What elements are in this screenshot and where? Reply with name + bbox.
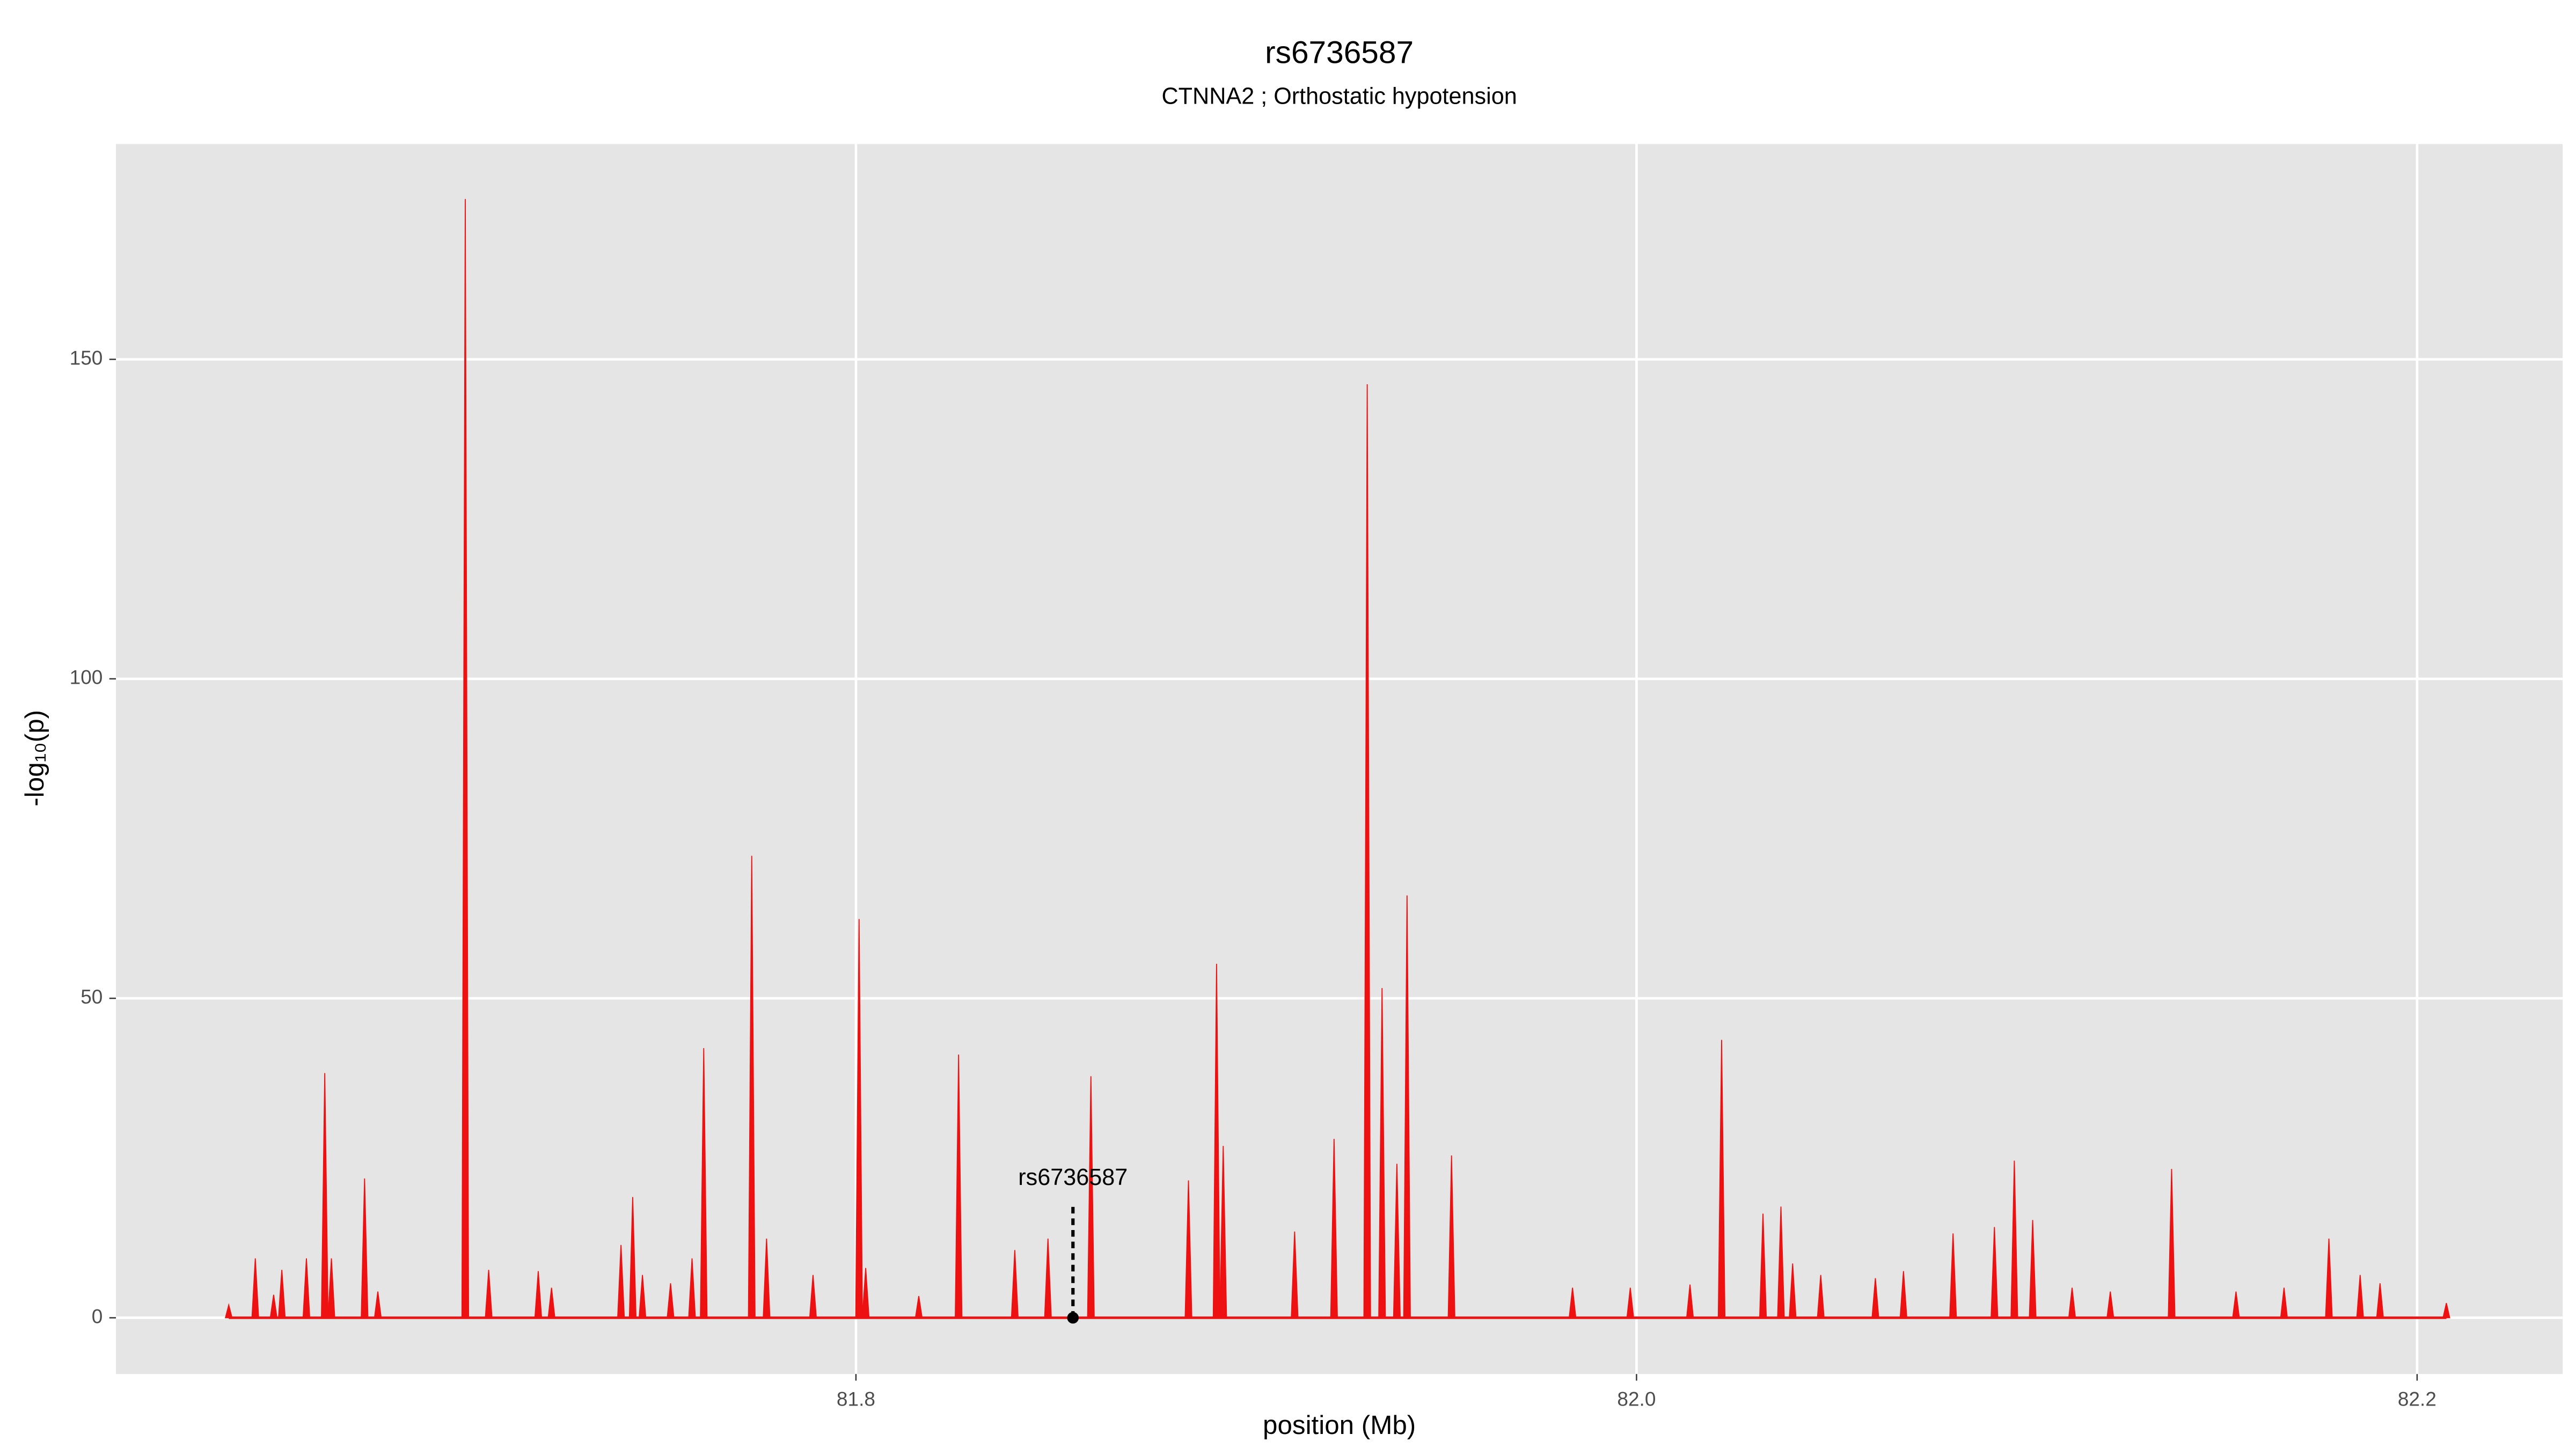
peak [1777, 1206, 1785, 1319]
peak [321, 1073, 329, 1319]
peak [1686, 1284, 1694, 1319]
peak [763, 1238, 771, 1319]
peak [2376, 1283, 2384, 1319]
peak [1212, 963, 1221, 1319]
peak [302, 1258, 311, 1319]
peak [914, 1296, 923, 1319]
peak [1219, 1146, 1227, 1319]
x-tick-label: 82.0 [1617, 1387, 1656, 1410]
peak [1184, 1180, 1192, 1319]
peak [374, 1291, 382, 1319]
peak [638, 1275, 647, 1319]
peak [2325, 1238, 2333, 1319]
peak [1990, 1227, 1999, 1319]
peak [2232, 1291, 2240, 1319]
peak [1447, 1155, 1455, 1319]
peak [269, 1294, 278, 1319]
peak [1949, 1233, 1957, 1319]
y-tick-label: 50 [80, 985, 103, 1008]
x-tick-label: 81.8 [837, 1387, 875, 1410]
peak [361, 1178, 369, 1319]
peak [1759, 1213, 1767, 1319]
peak [2356, 1275, 2364, 1319]
peak [748, 855, 756, 1319]
peak [1011, 1250, 1019, 1319]
peak [1789, 1263, 1797, 1319]
peak [617, 1245, 625, 1319]
peak [2010, 1160, 2018, 1319]
peak [1568, 1287, 1577, 1319]
peak [628, 1197, 637, 1319]
peak [667, 1283, 675, 1319]
peak [1363, 384, 1371, 1319]
peak [2168, 1169, 2176, 1319]
x-axis-label: position (Mb) [1263, 1410, 1416, 1440]
y-tick-label: 0 [92, 1305, 103, 1327]
chart-title: rs6736587 [1265, 35, 1414, 70]
peak [1403, 895, 1411, 1319]
peak [1378, 988, 1386, 1319]
peak [547, 1287, 555, 1319]
peak [2106, 1291, 2114, 1319]
peak [861, 1268, 870, 1319]
peak [855, 919, 863, 1319]
peak [1087, 1076, 1095, 1319]
peak [327, 1258, 335, 1319]
peak [2280, 1287, 2288, 1319]
peak [809, 1275, 817, 1319]
peak [277, 1270, 286, 1319]
peak [955, 1054, 963, 1319]
peak [1626, 1287, 1634, 1319]
peak [485, 1270, 493, 1319]
peak [251, 1258, 259, 1319]
peak [688, 1258, 696, 1319]
peak [2068, 1287, 2076, 1319]
peak [1393, 1163, 1401, 1319]
peak [1817, 1275, 1825, 1319]
x-tick-label: 82.2 [2398, 1387, 2436, 1410]
peak [224, 1302, 233, 1319]
peak [1899, 1271, 1908, 1319]
annotation-point [1067, 1312, 1079, 1324]
annotation-label: rs6736587 [1018, 1165, 1128, 1190]
peak [2442, 1302, 2450, 1319]
peak [1871, 1278, 1879, 1319]
peak [461, 199, 470, 1319]
chart-subtitle: CTNNA2 ; Orthostatic hypotension [1161, 83, 1517, 109]
peak [2029, 1220, 2037, 1319]
y-axis-label: -log₁₀(p) [20, 710, 49, 807]
peak [700, 1048, 708, 1319]
peak [1717, 1040, 1726, 1319]
y-tick-label: 150 [70, 346, 103, 369]
peak [1044, 1238, 1052, 1319]
peak [534, 1271, 543, 1319]
peak [1291, 1231, 1299, 1319]
peak [1330, 1139, 1338, 1319]
y-tick-label: 100 [70, 666, 103, 689]
plot-panel [116, 144, 2563, 1374]
